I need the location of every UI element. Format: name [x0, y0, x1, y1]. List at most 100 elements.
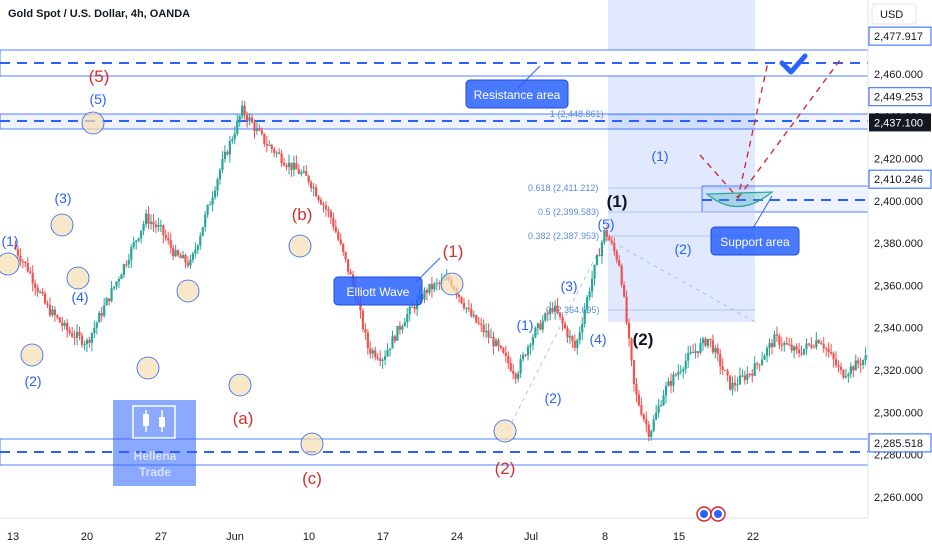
candle-body: [68, 330, 71, 334]
candle-body: [728, 375, 732, 390]
candle-body: [768, 343, 771, 349]
time-axis[interactable]: 13 20 27 Jun 10 17 24 Jul 8 15 22: [0, 517, 932, 550]
price-highlight-label: 2,477.917: [874, 31, 923, 43]
candle-body: [179, 255, 182, 259]
candle-body: [142, 223, 145, 231]
candle-body: [413, 306, 416, 310]
resistance-callout[interactable]: Resistance area: [465, 65, 569, 109]
candle-body: [610, 240, 613, 244]
candle-body: [159, 225, 162, 227]
candle-body: [590, 278, 594, 292]
candle-body: [627, 322, 631, 339]
time-tick: Jul: [524, 531, 538, 543]
candle-body: [312, 187, 315, 189]
candle-body: [388, 348, 392, 351]
candle-body: [859, 363, 862, 365]
candle-body: [706, 338, 710, 346]
candle-body: [125, 264, 128, 266]
wave-label-red-a: (a): [233, 409, 254, 428]
candle-body: [726, 370, 729, 376]
projection-paths: [699, 59, 841, 200]
candle-body: [793, 346, 796, 351]
candle-body: [260, 130, 263, 134]
candle-body: [228, 141, 231, 155]
price-axis[interactable]: USD 2,460.0002,440.0002,420.0002,400.000…: [867, 0, 932, 550]
candle-body: [172, 247, 175, 257]
candle-body: [778, 335, 781, 345]
candle-body: [788, 344, 791, 346]
candle-body: [470, 308, 473, 317]
candle-body: [43, 293, 47, 304]
candle-body: [588, 291, 591, 298]
candle-body: [211, 197, 214, 205]
candle-body: [460, 296, 463, 303]
candle-body: [521, 354, 525, 360]
candle-body: [140, 230, 143, 239]
candle-body: [489, 336, 493, 338]
candle-body: [820, 342, 823, 345]
candle-body: [485, 330, 488, 333]
time-tick: 8: [602, 531, 608, 543]
candle-body: [347, 259, 350, 272]
candle-body: [674, 374, 677, 376]
support-label: Support area: [720, 235, 790, 249]
candle-body: [290, 162, 293, 170]
candle-body: [603, 229, 606, 243]
candle-body: [549, 308, 552, 315]
candle-body: [268, 144, 271, 146]
candle-body: [600, 242, 604, 257]
candle-body: [741, 375, 744, 377]
candle-body: [342, 243, 345, 252]
candle-body: [795, 346, 798, 350]
candle-body: [625, 296, 628, 323]
candle-body: [650, 430, 653, 437]
candle-body: [822, 344, 825, 349]
candle-body: [349, 271, 352, 275]
blue-wave-labels: (1) (2) (3) (4) (5) (1) (2) (3) (4) (5) …: [1, 91, 691, 406]
candle-body: [120, 274, 123, 279]
candle-body: [435, 283, 438, 285]
price-tick: 2,320.000: [874, 365, 923, 377]
candle-body: [467, 307, 470, 309]
time-tick: 10: [303, 531, 315, 543]
candle-body: [763, 355, 766, 360]
candle-body: [374, 350, 377, 358]
candle-body: [19, 255, 22, 262]
candle-body: [475, 315, 478, 323]
support-callout[interactable]: Support area: [710, 195, 800, 256]
candle-body: [554, 305, 557, 312]
candle-body: [51, 309, 54, 316]
candle-body: [122, 264, 125, 275]
candle-body: [551, 308, 554, 312]
wave-label-blue-4: (4): [71, 289, 88, 305]
dark-wave-labels: (1) (2): [607, 192, 654, 349]
candle-body: [640, 405, 643, 415]
fib-label-05: 0.5 (2,399.583): [538, 207, 599, 217]
candle-body: [827, 348, 830, 352]
price-highlight-label: 2,410.246: [874, 174, 923, 186]
candle-body: [800, 353, 803, 355]
candle-body: [462, 302, 466, 308]
candle-body: [642, 414, 645, 420]
candle-body: [75, 331, 79, 338]
elliott-callout[interactable]: Elliott Wave: [333, 257, 441, 306]
price-tick: 2,340.000: [874, 323, 923, 335]
candle-body: [539, 323, 542, 330]
candle-body: [682, 369, 685, 372]
candle-body: [770, 343, 774, 348]
price-highlight-box: [868, 87, 932, 107]
candle-body: [605, 229, 608, 237]
candle-body: [130, 247, 133, 261]
candle-body: [408, 306, 411, 314]
candle-body: [783, 342, 786, 346]
candle-body: [701, 338, 705, 344]
currency-button[interactable]: [871, 3, 917, 25]
event-flags[interactable]: [696, 506, 726, 522]
wave-label-dark-1: (1): [607, 192, 628, 211]
candle-body: [536, 323, 539, 329]
candle-body: [29, 271, 32, 273]
candle-body: [758, 364, 761, 366]
candle-body: [307, 175, 310, 183]
candle-body: [507, 355, 510, 364]
